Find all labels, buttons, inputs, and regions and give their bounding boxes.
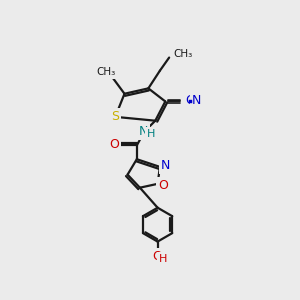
Text: O: O [110, 138, 119, 151]
Text: H: H [146, 129, 155, 139]
Text: H: H [159, 254, 167, 263]
Text: N: N [160, 159, 170, 172]
Text: N: N [191, 94, 201, 107]
Text: C: C [185, 94, 194, 107]
Text: N: N [139, 125, 148, 138]
Text: O: O [158, 179, 168, 192]
Text: S: S [111, 110, 119, 123]
Text: O: O [152, 250, 162, 263]
Text: CH₃: CH₃ [96, 67, 116, 77]
Text: CH₃: CH₃ [174, 50, 193, 59]
